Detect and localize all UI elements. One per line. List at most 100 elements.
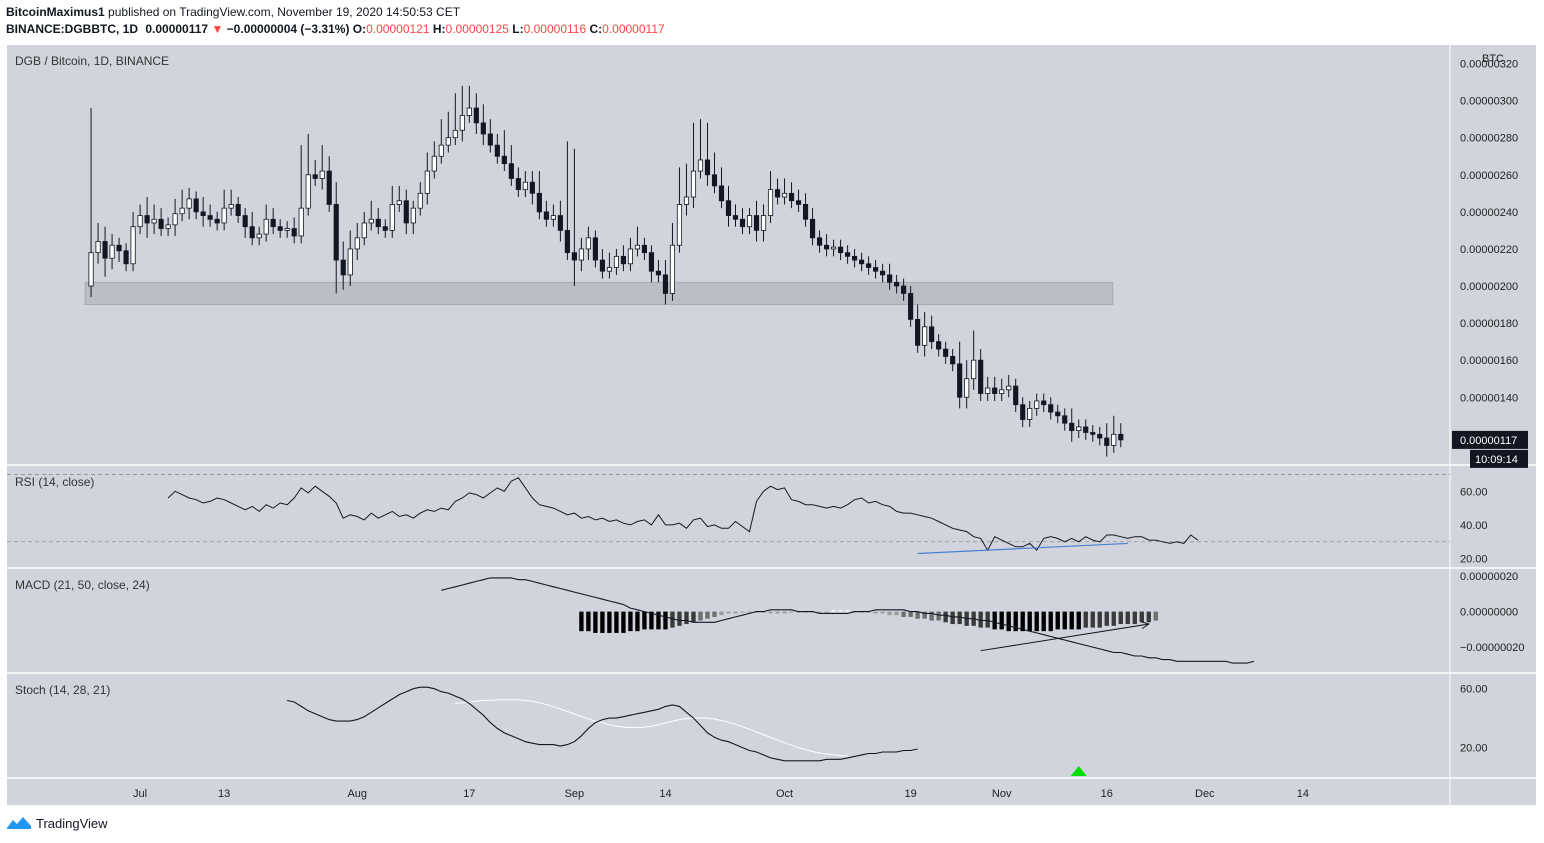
candle-body	[375, 218, 381, 228]
candle	[753, 200, 760, 242]
candle-body	[922, 326, 928, 346]
candle	[978, 349, 984, 401]
price-axis-tick: 0.00000240	[1460, 207, 1518, 219]
footer-brand[interactable]: TradingView	[6, 815, 108, 831]
rsi-divergence-trendline	[917, 542, 1128, 555]
price-axis-tick: 0.00000280	[1460, 133, 1518, 145]
candle-body	[291, 228, 297, 237]
macd-histogram-bar	[880, 611, 885, 614]
candle-body	[445, 137, 451, 146]
macd-axis-tick: −0.00000020	[1460, 642, 1525, 654]
candle	[964, 360, 970, 409]
candle	[403, 189, 409, 235]
macd-histogram-bar	[719, 611, 724, 616]
candle-body	[690, 170, 697, 198]
candle	[431, 141, 437, 179]
candle-body	[431, 155, 437, 172]
candle	[158, 208, 164, 236]
time-axis[interactable]: Jul 13 Aug 17 Sep 14 Oct 19 Nov 16 Dec 14	[133, 788, 1309, 800]
candle	[704, 122, 711, 186]
close-value: 0.00000117	[602, 22, 665, 36]
macd-histogram-bar	[824, 611, 829, 613]
author-name[interactable]: BitcoinMaximus1	[6, 5, 105, 19]
candle-body	[1041, 400, 1047, 406]
rsi-pane[interactable]: 60.00 40.00 20.00	[7, 474, 1488, 566]
rsi-line	[167, 477, 1199, 552]
time-axis-tick: Sep	[565, 788, 585, 800]
down-arrow-icon: ▼	[211, 22, 224, 36]
candle-body	[816, 237, 823, 246]
candle-body	[599, 259, 605, 272]
macd-line	[441, 577, 1255, 664]
candle	[599, 248, 605, 279]
candle	[277, 219, 283, 238]
candle	[228, 189, 234, 216]
candle-body	[774, 189, 781, 198]
candle-body	[137, 215, 143, 228]
macd-histogram-bar	[600, 611, 605, 633]
candle	[613, 248, 619, 275]
macd-histogram-bar	[593, 611, 598, 633]
time-axis-tick: Aug	[347, 788, 367, 800]
macd-histogram-bar	[642, 611, 647, 630]
candle	[1069, 408, 1075, 442]
candle-body	[214, 218, 220, 224]
candle	[515, 167, 521, 198]
candle	[361, 211, 367, 246]
macd-histogram-bar	[992, 611, 997, 630]
candle-body	[894, 281, 900, 287]
candle	[557, 200, 563, 242]
candle	[487, 119, 493, 153]
candle-body	[655, 270, 662, 276]
candle-body	[704, 159, 711, 176]
candle	[767, 171, 774, 223]
time-axis-tick: Nov	[992, 788, 1012, 800]
macd-histogram-bar	[901, 611, 906, 617]
macd-histogram-bar	[775, 611, 780, 614]
candle	[1090, 425, 1096, 442]
candle	[529, 171, 535, 205]
macd-pane[interactable]: 0.00000020 0.00000000 −0.00000020	[441, 571, 1525, 664]
candle-body	[347, 248, 353, 276]
candle-body	[929, 326, 935, 343]
macd-histogram-bar	[894, 611, 899, 616]
macd-histogram-bar	[782, 611, 787, 614]
macd-histogram-bar	[1048, 611, 1053, 632]
price-axis-tick: 0.00000320	[1460, 59, 1518, 71]
candle-body	[1013, 385, 1019, 406]
candle-body	[978, 359, 984, 394]
candle	[249, 211, 255, 246]
macd-histogram-bar	[1132, 611, 1137, 625]
macd-histogram-bar	[978, 611, 983, 628]
candle-body	[725, 200, 732, 216]
macd-histogram-bar	[1118, 611, 1123, 625]
candle-body	[760, 215, 767, 231]
candle-body	[1069, 422, 1075, 432]
candle	[165, 217, 171, 236]
candle	[690, 122, 697, 209]
macd-histogram-bar	[1062, 611, 1067, 630]
chart-background	[7, 45, 1536, 805]
candle-body	[424, 170, 430, 194]
candle	[543, 200, 549, 227]
macd-histogram-bar	[845, 609, 850, 612]
candle-body	[592, 237, 598, 261]
macd-histogram-bar	[1139, 611, 1144, 623]
candle-body	[676, 204, 683, 246]
candle-body	[522, 181, 528, 191]
stoch-pane[interactable]: 60.00 20.00	[287, 684, 1488, 776]
candle	[739, 208, 746, 235]
candle	[873, 260, 879, 279]
candle-body	[788, 192, 795, 202]
price-axis-tick: 0.00000220	[1460, 244, 1518, 256]
open-value: 0.00000121	[366, 22, 430, 36]
macd-histogram-bar	[670, 611, 675, 628]
candle-body	[158, 218, 164, 229]
candle-body	[333, 204, 339, 261]
price-pane[interactable]: 0.00000320 0.00000300 0.00000280 0.00000260…	[84, 59, 1528, 468]
macd-histogram-bar	[705, 611, 710, 619]
macd-histogram-bar	[1027, 611, 1032, 632]
macd-histogram-bar	[1090, 611, 1095, 628]
candle-body	[845, 252, 851, 257]
